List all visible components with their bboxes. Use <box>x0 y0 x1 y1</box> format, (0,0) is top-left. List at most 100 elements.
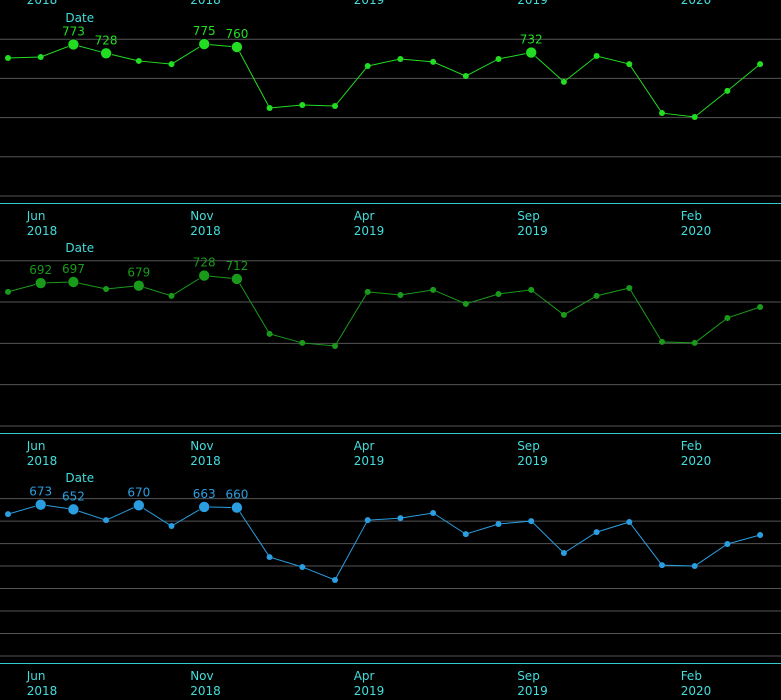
x-tick-month: Apr <box>354 439 375 453</box>
x-tick-year: 2019 <box>517 224 548 238</box>
highlight-point <box>198 501 210 513</box>
point <box>332 343 338 350</box>
x-tick-month: Nov <box>190 439 213 453</box>
point <box>495 55 502 62</box>
point <box>364 288 371 295</box>
x-tick-month: Jun <box>26 669 46 683</box>
point <box>397 515 404 522</box>
point <box>724 87 731 94</box>
value-label: 697 <box>62 262 85 276</box>
x-tick-label: 2019 <box>354 0 385 7</box>
point <box>528 518 535 525</box>
point <box>528 286 535 293</box>
highlight-point <box>34 498 47 511</box>
point <box>103 286 110 293</box>
x-tick-year: 2020 <box>681 684 712 698</box>
point <box>364 517 371 524</box>
point <box>332 103 338 110</box>
annotation: Date <box>65 11 94 25</box>
highlight-point <box>67 276 80 288</box>
point <box>691 339 698 346</box>
point <box>299 563 306 570</box>
point <box>757 61 764 68</box>
value-label: 732 <box>520 33 543 47</box>
point <box>560 78 567 85</box>
point <box>266 104 273 111</box>
point <box>659 562 665 569</box>
x-tick-year: 2019 <box>354 224 385 238</box>
point <box>626 518 633 525</box>
point <box>299 339 306 346</box>
point <box>626 61 633 68</box>
point <box>5 288 11 295</box>
x-tick-year: 2018 <box>27 684 58 698</box>
value-label: 728 <box>95 33 118 47</box>
x-tick-year: 2018 <box>27 224 58 238</box>
x-tick-year: 2020 <box>681 454 712 468</box>
highlight-point <box>231 273 243 285</box>
x-tick-month: Jun <box>26 439 46 453</box>
point <box>757 303 764 310</box>
value-label: 670 <box>127 485 150 499</box>
point <box>37 54 44 61</box>
point <box>299 102 306 109</box>
x-tick-label: 2019 <box>517 0 548 7</box>
point <box>168 61 175 68</box>
x-tick-year: 2020 <box>681 224 712 238</box>
highlight-point <box>100 47 112 60</box>
point <box>397 55 404 62</box>
highlight-point <box>34 277 47 289</box>
point <box>397 292 404 299</box>
x-tick-year: 2018 <box>190 224 221 238</box>
point <box>430 58 437 65</box>
point <box>724 314 731 321</box>
line <box>7 504 761 581</box>
value-label: 773 <box>62 24 85 38</box>
value-label: 652 <box>62 489 85 503</box>
x-tick-month: Sep <box>517 669 540 683</box>
highlight-point <box>231 501 243 514</box>
highlight-point <box>231 41 243 53</box>
point <box>691 113 698 120</box>
point <box>659 338 665 345</box>
x-tick-month: Jun <box>26 209 46 223</box>
x-tick-month: Feb <box>681 209 702 223</box>
point <box>135 57 142 64</box>
highlight-point <box>67 38 80 51</box>
point <box>266 554 273 561</box>
line <box>7 275 761 347</box>
point <box>593 292 600 299</box>
highlight-point <box>133 499 145 512</box>
x-tick-year: 2018 <box>27 454 58 468</box>
value-label: 663 <box>193 487 216 501</box>
point <box>462 73 469 80</box>
highlight-point <box>67 503 80 516</box>
point <box>626 284 633 291</box>
point <box>659 110 665 117</box>
highlight-point <box>198 38 210 50</box>
highlight-point <box>198 269 210 282</box>
value-label: 679 <box>127 266 150 280</box>
point <box>757 532 764 539</box>
x-tick-label: 2018 <box>190 0 221 7</box>
point <box>462 531 469 538</box>
point <box>495 521 502 528</box>
point <box>168 292 175 299</box>
x-tick-month: Apr <box>354 669 375 683</box>
line <box>7 43 761 118</box>
value-label: 728 <box>193 256 216 270</box>
point <box>462 300 469 307</box>
point <box>5 55 11 61</box>
x-tick-month: Nov <box>190 209 213 223</box>
annotation: Date <box>65 471 94 485</box>
x-tick-month: Feb <box>681 669 702 683</box>
value-label: 775 <box>193 24 216 38</box>
point <box>266 330 273 337</box>
x-tick-year: 2019 <box>517 454 548 468</box>
point <box>560 311 567 318</box>
value-label: 712 <box>225 259 248 273</box>
x-tick-year: 2018 <box>190 454 221 468</box>
x-tick-month: Apr <box>354 209 375 223</box>
point <box>168 523 175 530</box>
